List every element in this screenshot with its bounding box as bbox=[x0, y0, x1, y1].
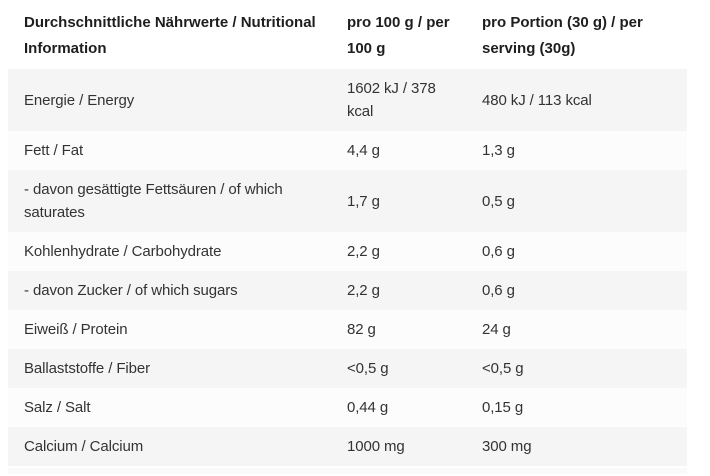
row-label: Kohlenhydrate / Carbohydrate bbox=[24, 243, 222, 260]
partial-next-row bbox=[8, 466, 687, 474]
value-per-100g: 0,44 g bbox=[347, 399, 389, 416]
table-row: - davon Zucker / of which sugars 2,2 g 0… bbox=[8, 271, 687, 310]
header-per-serving-column: pro Portion (30 g) / per serving (30g) bbox=[482, 14, 643, 57]
table-row: Kohlenhydrate / Carbohydrate 2,2 g 0,6 g bbox=[8, 232, 687, 271]
value-per-100g: <0,5 g bbox=[347, 360, 389, 377]
value-per-serving: 1,3 g bbox=[482, 142, 515, 159]
value-per-100g: 4,4 g bbox=[347, 142, 380, 159]
row-label: - davon Zucker / of which sugars bbox=[24, 282, 238, 299]
table-row: Calcium / Calcium 1000 mg 300 mg bbox=[8, 427, 687, 466]
value-per-serving: 0,6 g bbox=[482, 243, 515, 260]
value-per-100g: 82 g bbox=[347, 321, 376, 338]
header-nutrient-column: Durchschnittliche Nährwerte / Nutritiona… bbox=[24, 14, 316, 57]
row-label: Salz / Salt bbox=[24, 399, 91, 416]
value-per-serving: 300 mg bbox=[482, 438, 532, 455]
row-label: Calcium / Calcium bbox=[24, 438, 144, 455]
row-label: Fett / Fat bbox=[24, 142, 84, 159]
table-row: Fett / Fat 4,4 g 1,3 g bbox=[8, 131, 687, 170]
value-per-100g: 2,2 g bbox=[347, 243, 380, 260]
table-row: - davon gesättigte Fettsäuren / of which… bbox=[8, 170, 687, 232]
row-label: Energie / Energy bbox=[24, 91, 135, 109]
header-per-100g-column: pro 100 g / per 100 g bbox=[347, 14, 450, 57]
nutrition-table: Durchschnittliche Nährwerte / Nutritiona… bbox=[8, 0, 687, 474]
row-label: - davon gesättigte Fettsäuren / of which… bbox=[24, 181, 283, 221]
value-per-100g: 1000 mg bbox=[347, 438, 405, 455]
value-per-serving: 0,5 g bbox=[482, 192, 515, 210]
table-row: Eiweiß / Protein 82 g 24 g bbox=[8, 310, 687, 349]
value-per-100g: 1,7 g bbox=[347, 192, 380, 210]
row-label: Ballaststoffe / Fiber bbox=[24, 360, 151, 377]
value-per-serving: 0,15 g bbox=[482, 399, 524, 416]
row-label: Eiweiß / Protein bbox=[24, 321, 128, 338]
value-per-serving: <0,5 g bbox=[482, 360, 524, 377]
table-row: Salz / Salt 0,44 g 0,15 g bbox=[8, 388, 687, 427]
value-per-serving: 0,6 g bbox=[482, 282, 515, 299]
value-per-serving: 480 kJ / 113 kcal bbox=[482, 91, 592, 109]
value-per-100g: 2,2 g bbox=[347, 282, 380, 299]
value-per-100g: 1602 kJ / 378 kcal bbox=[347, 80, 436, 120]
table-header-row: Durchschnittliche Nährwerte / Nutritiona… bbox=[8, 0, 687, 69]
value-per-serving: 24 g bbox=[482, 321, 511, 338]
table-row: Ballaststoffe / Fiber <0,5 g <0,5 g bbox=[8, 349, 687, 388]
table-row: Energie / Energy 1602 kJ / 378 kcal 480 … bbox=[8, 69, 687, 131]
